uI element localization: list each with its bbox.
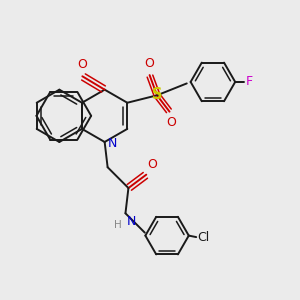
- Text: F: F: [246, 75, 253, 88]
- Text: N: N: [127, 215, 136, 228]
- Text: O: O: [145, 57, 154, 70]
- Text: Cl: Cl: [198, 231, 210, 244]
- Text: H: H: [114, 220, 122, 230]
- Text: O: O: [166, 116, 176, 129]
- Text: O: O: [77, 58, 87, 71]
- Text: N: N: [108, 137, 118, 150]
- Text: S: S: [152, 87, 163, 102]
- Text: O: O: [148, 158, 158, 171]
